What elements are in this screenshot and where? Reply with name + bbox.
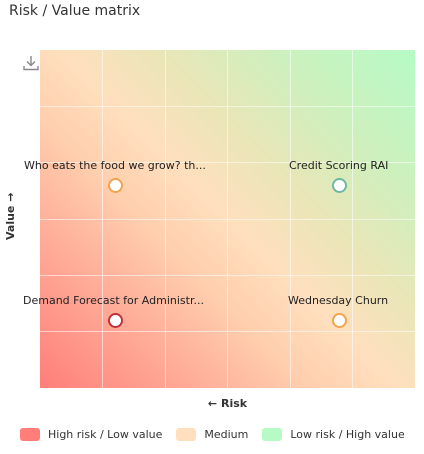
- gridline: [40, 219, 415, 220]
- gridline: [40, 331, 415, 332]
- y-axis-label: Value →: [4, 192, 17, 240]
- legend-swatch: [20, 428, 40, 441]
- item-marker-wednesday-churn[interactable]: [332, 313, 347, 328]
- item-marker-credit-scoring[interactable]: [332, 178, 347, 193]
- item-marker-food-grow[interactable]: [108, 178, 123, 193]
- item-label-wednesday-churn: Wednesday Churn: [288, 294, 389, 307]
- legend: High risk / Low value Medium Low risk / …: [20, 428, 419, 441]
- item-label-demand-forecast: Demand Forecast for Administr...: [23, 294, 204, 307]
- legend-item-medium[interactable]: Medium: [176, 428, 248, 441]
- legend-item-high-risk[interactable]: High risk / Low value: [20, 428, 162, 441]
- legend-label: Low risk / High value: [290, 428, 405, 441]
- gridline: [40, 106, 415, 107]
- matrix-plot-area: [40, 50, 415, 388]
- item-label-credit-scoring: Credit Scoring RAI: [289, 159, 389, 172]
- legend-item-low-risk[interactable]: Low risk / High value: [262, 428, 405, 441]
- gridline: [40, 162, 415, 163]
- item-marker-demand-forecast[interactable]: [108, 313, 123, 328]
- chart-title: Risk / Value matrix: [9, 3, 141, 19]
- legend-swatch: [262, 428, 283, 441]
- item-label-food-grow: Who eats the food we grow? th...: [24, 159, 206, 172]
- download-icon[interactable]: [22, 54, 40, 72]
- gridline: [40, 275, 415, 276]
- x-axis-label: ← Risk: [207, 397, 248, 410]
- legend-swatch: [176, 428, 197, 441]
- legend-label: Medium: [204, 428, 249, 441]
- legend-label: High risk / Low value: [48, 428, 163, 441]
